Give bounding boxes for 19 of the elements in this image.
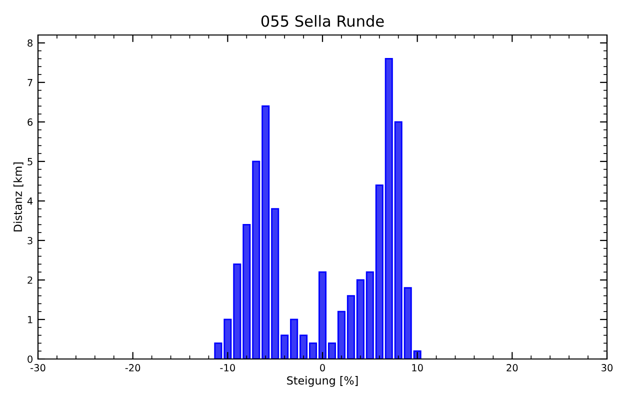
x-tick-label: 20 xyxy=(506,364,518,372)
y-tick-label: 7 xyxy=(28,79,32,86)
y-tick-label: 3 xyxy=(28,236,32,244)
chart-title: 055 Sella Runde xyxy=(261,15,384,27)
y-tick-label: 5 xyxy=(28,158,32,166)
y-tick-label: 8 xyxy=(28,39,32,47)
y-tick-label: 0 xyxy=(28,355,32,363)
x-axis-title: Steigung [%] xyxy=(287,376,358,387)
x-tick-label: 0 xyxy=(320,364,325,372)
x-tick-label: -20 xyxy=(125,364,140,372)
x-tick-label: 30 xyxy=(602,364,613,372)
y-tick-label: 1 xyxy=(28,316,32,324)
y-tick-label: 6 xyxy=(28,118,33,126)
x-tick-label: -30 xyxy=(30,364,46,372)
y-tick-label: 4 xyxy=(27,198,33,205)
y-axis-title: Distanz [km] xyxy=(13,162,24,232)
x-tick-label: -10 xyxy=(220,364,235,372)
y-tick-label: 2 xyxy=(28,276,32,284)
x-tick-label: 10 xyxy=(412,364,423,372)
